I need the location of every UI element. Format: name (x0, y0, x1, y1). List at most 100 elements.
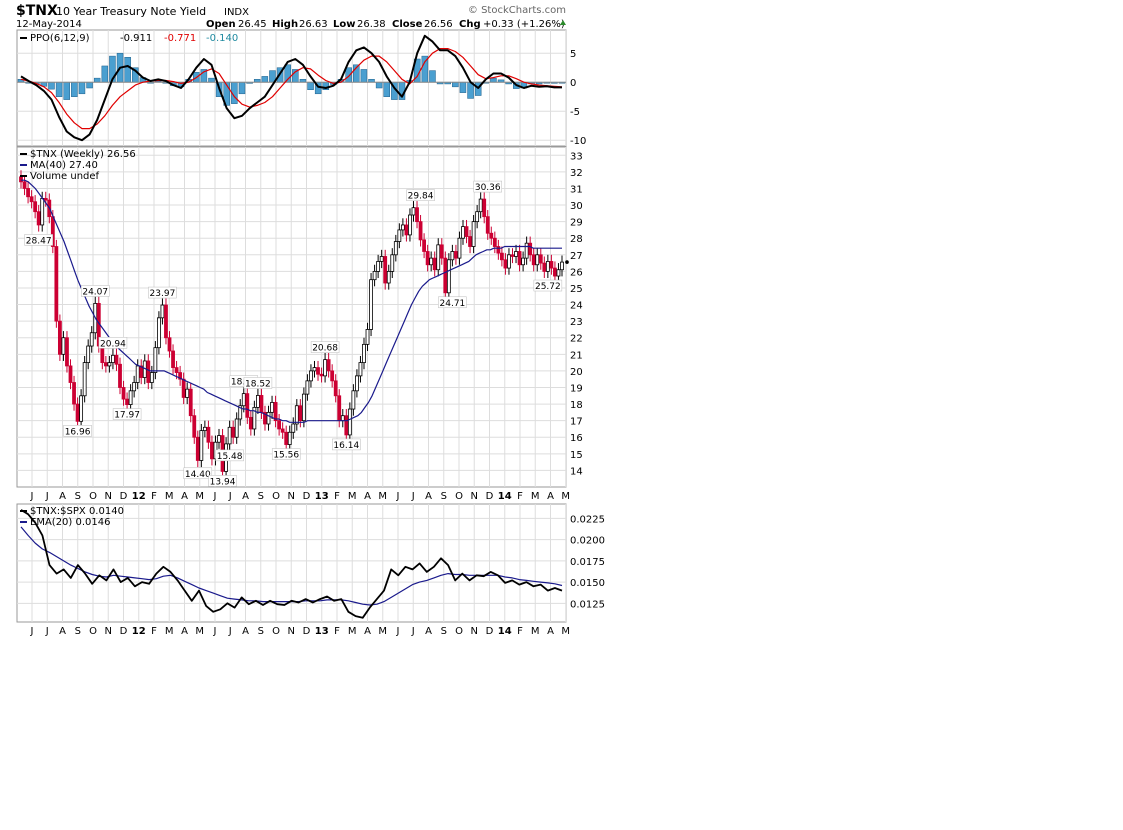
price-candle (393, 241, 398, 256)
price-candle (270, 402, 274, 413)
price-candle (266, 411, 271, 425)
price-y-tick-label: 32 (570, 168, 583, 179)
price-candle (82, 362, 87, 397)
ratio-x-tick-label: F (334, 626, 340, 637)
price-candle (492, 237, 497, 247)
price-annotation-box (98, 337, 128, 349)
price-x-tick-label: M (165, 491, 174, 502)
ratio-x-tick-label: O (272, 626, 280, 637)
price-candle (259, 395, 264, 413)
price-candle (29, 196, 34, 203)
price-annotation-label: 15.48 (217, 452, 243, 462)
price-x-tick-label: A (181, 491, 188, 502)
price-x-tick-label: F (334, 491, 340, 502)
price-candle (36, 211, 41, 226)
price-candle (125, 398, 129, 405)
price-y-tick-label: 23 (570, 317, 583, 328)
price-x-tick-label: N (288, 491, 295, 502)
ratio-x-tick-label: 13 (315, 626, 329, 637)
price-candle (149, 372, 154, 383)
price-candle (181, 378, 186, 398)
ratio-x-tick-label: 14 (498, 626, 512, 637)
price-x-tick-label: A (242, 491, 249, 502)
price-annotation-label: 20.94 (100, 339, 126, 349)
open-value: 26.45 (238, 19, 267, 30)
price-annotation-label: 15.56 (273, 451, 299, 461)
ppo-histogram-bar (71, 81, 78, 97)
price-x-tick-label: M (348, 491, 357, 502)
ratio-x-tick-label: A (242, 626, 249, 637)
price-annotation-label: 17.97 (114, 411, 140, 421)
ppo-histogram-bar (86, 81, 93, 89)
ratio-x-tick-label: D (120, 626, 128, 637)
ratio-x-tick-label: F (151, 626, 157, 637)
price-candle (485, 216, 490, 234)
price-candle (195, 436, 200, 461)
price-candle (40, 198, 45, 226)
ppo-y-tick-label: -5 (570, 107, 580, 118)
price-candle (425, 251, 430, 266)
price-candle (517, 251, 522, 266)
ppo-y-tick-label: -10 (570, 136, 586, 147)
price-annotation-label: 23.97 (150, 289, 176, 299)
price-y-tick-label: 30 (570, 201, 583, 212)
price-candle (432, 257, 437, 271)
ppo-panel: 5 0 -5 -10 PPO(6,12,9) -0.911 -0.771 -0.140 (16, 29, 586, 147)
price-candle (496, 246, 501, 254)
price-candle (174, 367, 179, 373)
watermark: © StockCharts.com (468, 5, 566, 16)
price-candle (26, 188, 30, 198)
price-x-tick-label: M (561, 491, 570, 502)
price-candle (411, 207, 416, 216)
price-candle (489, 232, 494, 239)
price-candle (284, 431, 289, 445)
ppo-legend-label: PPO(6,12,9) (30, 33, 90, 44)
price-candle (146, 360, 151, 383)
ratio-y-tick-label: 0.0225 (570, 514, 605, 525)
ppo-histogram-bar (48, 81, 55, 90)
price-candle (227, 426, 232, 445)
price-candle (524, 242, 529, 259)
legend-label: EMA(20) 0.0146 (30, 517, 110, 528)
price-candle (340, 415, 345, 422)
price-candle (418, 221, 423, 241)
price-annotation-box (406, 189, 435, 201)
price-y-tick-label: 28 (570, 234, 583, 245)
ratio-y-tick-label: 0.0175 (570, 557, 605, 568)
price-annotation-label: 29.84 (408, 192, 434, 202)
ppo-legend-label: -0.911 (120, 33, 152, 44)
ratio-x-tick-label: M (348, 626, 357, 637)
price-candle (248, 416, 253, 430)
price-candle (556, 269, 561, 277)
ratio-x-tick-label: M (531, 626, 540, 637)
price-annotation-label: 20.68 (312, 344, 338, 354)
price-y-tick-label: 19 (570, 383, 583, 394)
price-candle (330, 370, 335, 382)
price-candle (538, 254, 543, 264)
ppo-histogram-bar (345, 67, 352, 83)
price-candle (358, 362, 363, 377)
close-value: 26.56 (424, 19, 453, 30)
price-candle (107, 362, 112, 367)
price-candle (256, 395, 260, 408)
price-x-tick-label: S (441, 491, 447, 502)
price-candle (316, 367, 320, 375)
high-label: High (272, 19, 298, 30)
price-candle (234, 418, 239, 438)
price-candle (245, 393, 250, 418)
price-candle (528, 242, 533, 256)
price-candle (157, 317, 161, 349)
price-candle (333, 380, 338, 397)
price-candle (61, 337, 66, 355)
price-candle (436, 244, 441, 271)
price-annotation-box (63, 425, 92, 437)
price-x-tick-label: M (531, 491, 540, 502)
ppo-histogram-bar (208, 77, 215, 83)
price-x-tick-label: D (486, 491, 494, 502)
price-x-tick-label: O (89, 491, 97, 502)
ppo-histogram-bar (63, 81, 70, 100)
price-candle (188, 388, 193, 417)
price-candle (475, 211, 480, 223)
